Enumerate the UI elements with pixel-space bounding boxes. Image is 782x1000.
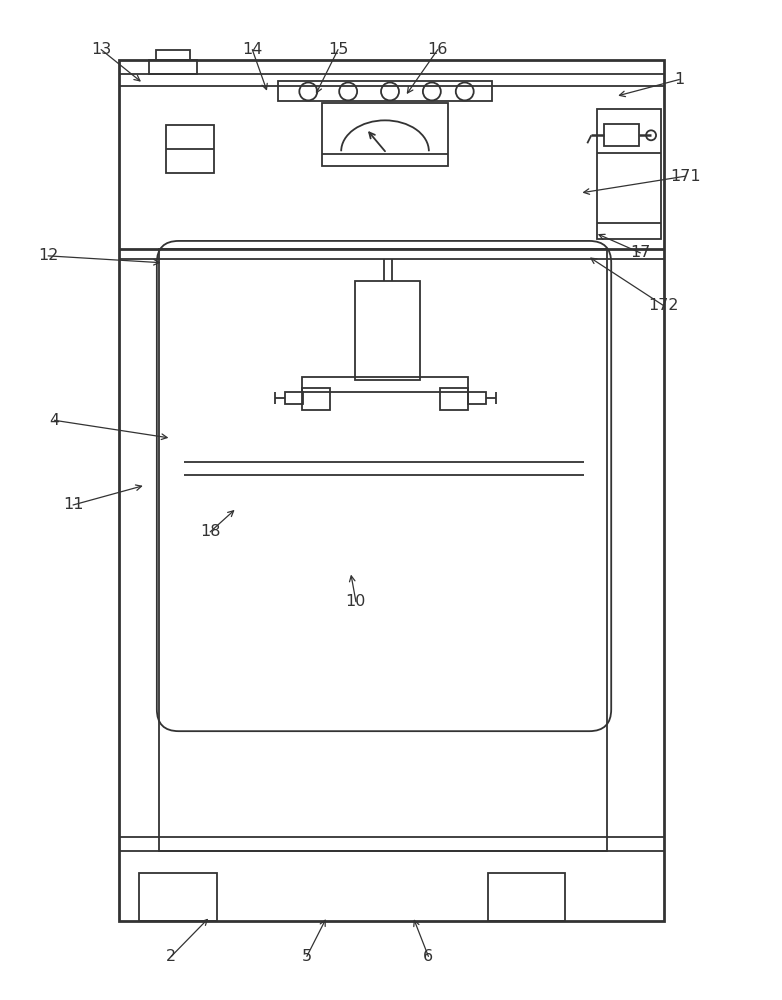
Bar [322,103,448,166]
Text: 17: 17 [630,245,651,260]
Text: 16: 16 [428,42,448,57]
Bar [119,60,664,921]
Text: 10: 10 [346,594,366,609]
Text: 12: 12 [38,248,59,263]
Text: 15: 15 [328,42,348,57]
Bar [439,388,468,410]
Bar [285,392,303,404]
Text: 2: 2 [167,949,176,964]
Bar [488,873,565,921]
Bar [604,124,639,146]
Text: 171: 171 [670,169,701,184]
Bar [149,60,197,74]
Bar [159,249,608,851]
Bar [156,50,190,60]
Text: 14: 14 [242,42,263,57]
Text: 11: 11 [63,497,84,512]
Bar [166,125,213,173]
Bar [597,109,661,239]
Bar [468,392,486,404]
Text: 5: 5 [302,949,312,964]
Bar [139,873,217,921]
Bar [278,81,492,101]
Bar [355,281,420,380]
Text: 6: 6 [423,949,433,964]
Bar [303,377,468,392]
Text: 4: 4 [49,413,59,428]
Text: 1: 1 [674,72,684,87]
Bar [303,388,330,410]
Text: 172: 172 [648,298,679,313]
Text: 18: 18 [200,524,221,539]
Text: 13: 13 [91,42,111,57]
